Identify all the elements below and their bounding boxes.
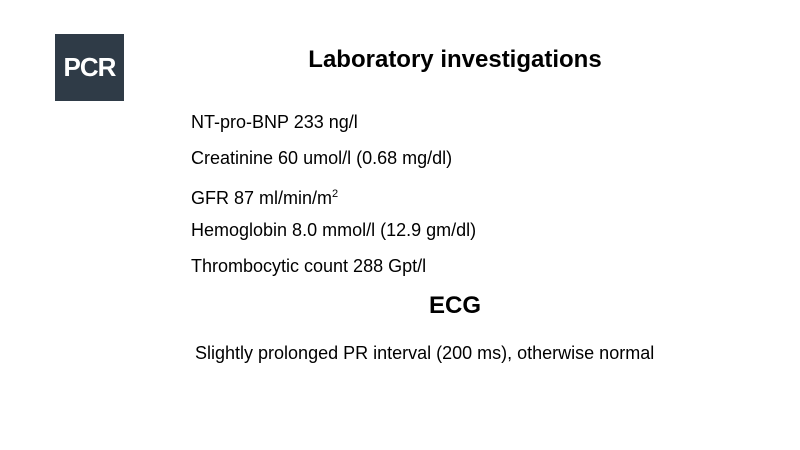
pcr-logo: PCR [55, 34, 124, 101]
lab-item-ntprobnp: NT-pro-BNP 233 ng/l [191, 112, 358, 132]
page-title: Laboratory investigations [308, 46, 602, 73]
logo-text: PCR [63, 52, 117, 82]
lab-results-list: NT-pro-BNP 233 ng/l Creatinine 60 umol/l… [191, 111, 476, 291]
ecg-heading: ECG [428, 292, 481, 319]
gfr-superscript: 2 [332, 188, 339, 200]
lab-item-gfr: GFR 87 ml/min/m2 [191, 183, 476, 219]
lab-item-creatinine: Creatinine 60 umol/l (0.68 mg/dl) [191, 148, 453, 168]
lab-item-thrombocytes: Thrombocytic count 288 Gpt/l [191, 256, 427, 276]
gfr-text: GFR 87 ml/min/m [191, 188, 333, 208]
ecg-finding: Slightly prolonged PR interval (200 ms),… [195, 343, 655, 363]
lab-item-hemoglobin: Hemoglobin 8.0 mmol/l (12.9 gm/dl) [191, 220, 477, 240]
